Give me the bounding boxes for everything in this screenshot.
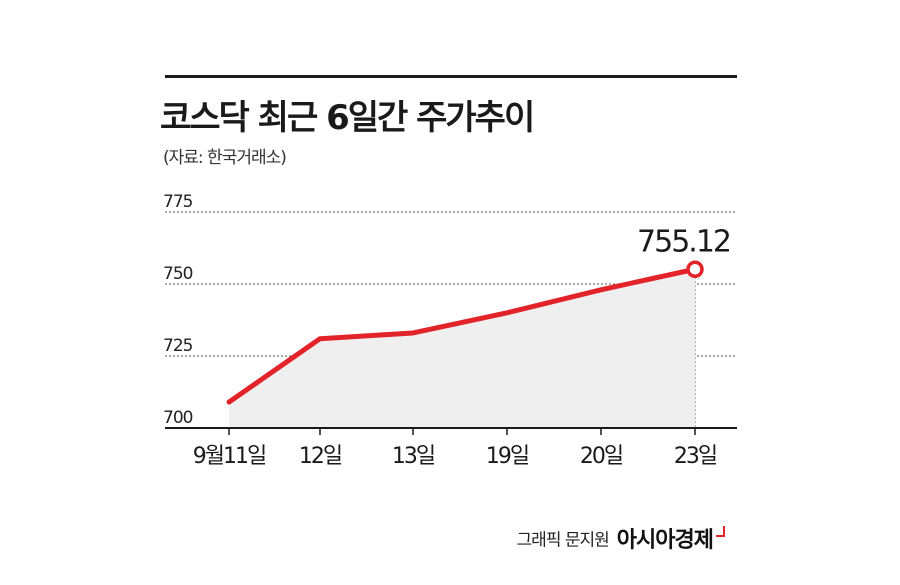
y-tick-label: 750 bbox=[163, 264, 193, 284]
brand-mark-icon bbox=[716, 525, 725, 537]
y-tick-label: 700 bbox=[163, 408, 193, 428]
data-label-last: 755.12 bbox=[637, 224, 730, 259]
x-tick-label: 19일 bbox=[486, 444, 529, 469]
credit: 그래픽 문지원 아시아경제 bbox=[517, 522, 725, 554]
y-tick-label: 725 bbox=[163, 336, 193, 356]
x-tick-label: 23일 bbox=[674, 444, 717, 469]
y-tick-label: 775 bbox=[163, 192, 193, 212]
chart-source: (자료: 한국거래소) bbox=[163, 148, 287, 168]
chart-title: 코스닥 최근 6일간 주가추이 bbox=[160, 98, 535, 138]
brand-logo: 아시아경제 bbox=[616, 528, 714, 553]
data-point-last bbox=[686, 260, 704, 279]
credit-text: 그래픽 문지원 bbox=[516, 530, 610, 551]
series-line bbox=[226, 266, 698, 405]
x-tick-label: 9월11일 bbox=[193, 444, 266, 469]
x-tick-label: 12일 bbox=[299, 444, 342, 469]
x-tick-label: 20일 bbox=[580, 444, 623, 469]
top-rule bbox=[165, 75, 737, 78]
x-tick-label: 13일 bbox=[392, 444, 435, 469]
area-fill bbox=[229, 269, 695, 428]
